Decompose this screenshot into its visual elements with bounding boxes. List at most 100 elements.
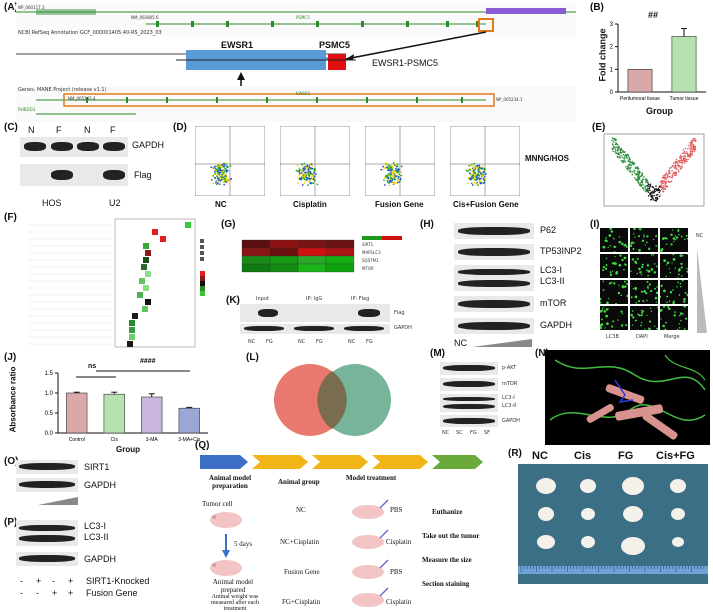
volcano-point	[649, 183, 652, 186]
volcano-point	[672, 171, 675, 174]
cell-signal	[632, 316, 635, 319]
volcano-point	[660, 185, 662, 188]
volcano-point	[681, 152, 684, 155]
cell-signal	[614, 246, 617, 248]
volcano-point	[677, 164, 679, 166]
cell-signal	[626, 294, 628, 298]
cell-signal	[611, 262, 614, 265]
event-dot	[479, 167, 482, 170]
cell-signal	[605, 264, 608, 267]
gene-track-label: EWSR1	[296, 91, 311, 96]
volcano-point	[612, 141, 615, 143]
volcano-point	[686, 151, 688, 153]
event-dot	[479, 182, 482, 184]
heatmap-cell	[269, 239, 299, 249]
term-dot	[127, 341, 133, 347]
event-dot	[387, 172, 390, 175]
volcano-point	[647, 183, 650, 186]
cell-signal	[643, 234, 645, 236]
volcano-point	[655, 200, 657, 202]
volcano-point	[653, 194, 655, 197]
event-dot	[223, 162, 225, 165]
volcano-point	[659, 181, 662, 184]
volcano-point	[658, 195, 661, 198]
group-label: Cis+FG	[656, 450, 695, 462]
volcano-point	[638, 178, 641, 180]
cell-signal	[623, 263, 626, 266]
event-dot	[480, 175, 483, 177]
condition-label: Fusion Gene	[375, 200, 424, 209]
volcano-point	[636, 176, 639, 178]
micrograph	[600, 228, 628, 252]
volcano-point	[691, 143, 694, 146]
cell-signal	[661, 308, 663, 311]
volcano-point	[682, 155, 685, 157]
cell-signal	[660, 318, 662, 320]
event-dot	[223, 169, 226, 172]
volcano-point	[684, 154, 686, 157]
event-dot	[230, 177, 232, 180]
cell-signal	[674, 238, 677, 241]
event-dot	[298, 178, 301, 180]
event-dot	[386, 180, 389, 183]
volcano-point	[613, 146, 615, 148]
event-dot	[311, 167, 314, 170]
volcano-point	[614, 150, 617, 152]
cell-signal	[653, 263, 656, 265]
cell-signal	[662, 237, 665, 241]
heatmap-cell	[297, 247, 327, 257]
cell-signal	[620, 310, 623, 313]
cell-signal	[605, 257, 608, 260]
cell-signal	[664, 328, 667, 330]
volcano-point	[628, 160, 630, 162]
volcano-point	[675, 158, 678, 161]
volcano-point	[664, 185, 666, 188]
volcano-point	[666, 173, 668, 176]
blot-row-label: P62	[540, 225, 557, 235]
heatmap-cell	[325, 263, 355, 273]
volcano-point	[693, 139, 695, 142]
cell-signal	[625, 324, 628, 327]
volcano-point	[623, 157, 625, 159]
volcano-point	[643, 176, 645, 178]
blot-row-label: LC3-I	[540, 265, 563, 275]
volcano-point	[653, 191, 655, 194]
event-dot	[225, 175, 227, 177]
plot-frame	[603, 133, 705, 207]
transcript-id: NP_060117.3	[18, 5, 45, 10]
event-dot	[305, 176, 308, 179]
sign: -	[20, 576, 23, 586]
cell-signal	[645, 241, 648, 244]
cell-signal	[654, 287, 657, 290]
event-dot	[467, 168, 469, 171]
cell-signal	[613, 282, 616, 285]
volcano-point	[616, 155, 619, 158]
event-dot	[313, 171, 316, 174]
volcano-point	[653, 188, 656, 190]
cell-signal	[637, 235, 641, 238]
event-dot	[470, 173, 472, 176]
cell-signal	[686, 267, 688, 270]
event-dot	[312, 182, 315, 184]
cell-signal	[668, 300, 671, 302]
cell-signal	[604, 327, 606, 329]
event-dot	[218, 183, 221, 186]
volcano-point	[641, 172, 643, 174]
cell-signal	[655, 301, 657, 303]
cell-signal	[609, 273, 613, 277]
cell-signal	[656, 306, 658, 309]
event-dot	[476, 166, 479, 169]
term-dot	[142, 306, 148, 312]
term-dot	[145, 271, 151, 277]
micrograph	[600, 280, 628, 304]
volcano-point	[684, 147, 687, 150]
volcano-point	[680, 160, 683, 162]
volcano-point	[647, 185, 649, 188]
event-dot	[215, 181, 217, 184]
volcano-point	[626, 157, 628, 160]
legend-swatch	[200, 239, 204, 243]
volcano-point	[636, 172, 638, 175]
event-dot	[307, 168, 310, 171]
event-dot	[216, 183, 218, 186]
cell-signal	[630, 244, 633, 248]
